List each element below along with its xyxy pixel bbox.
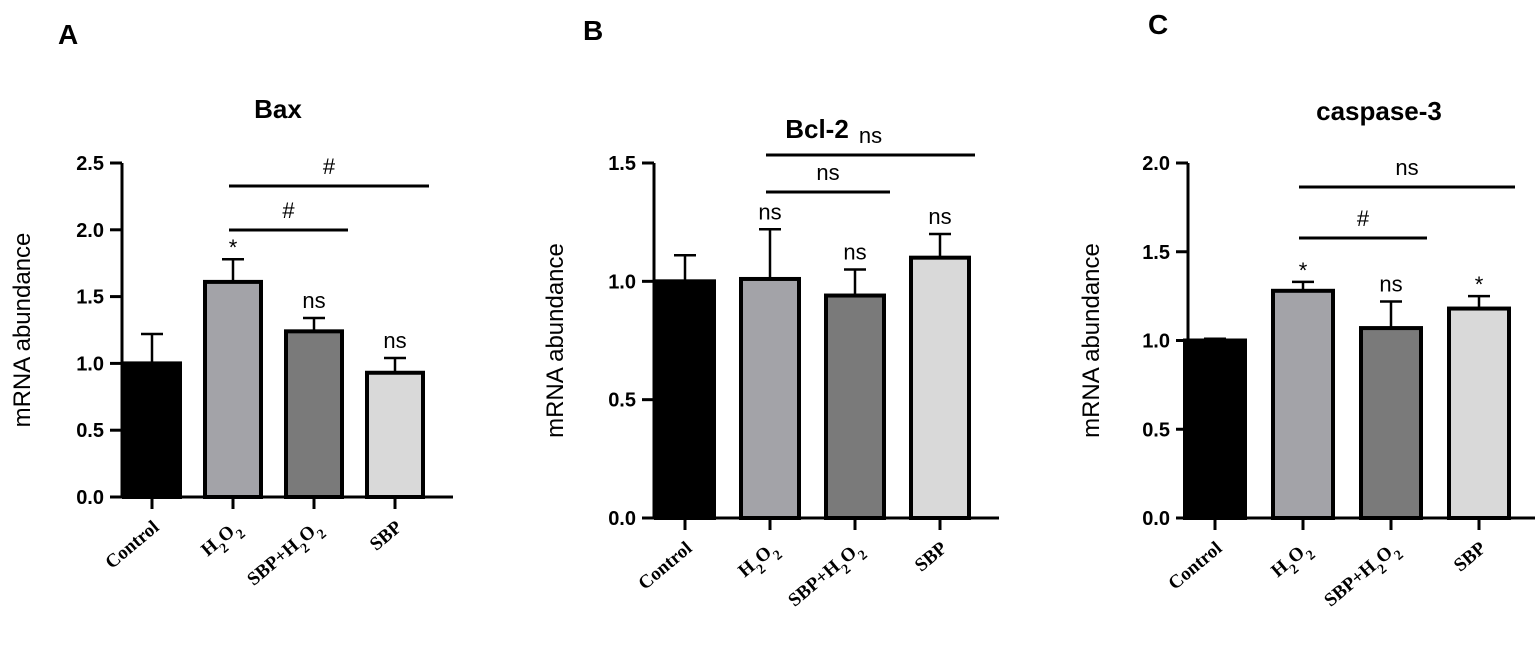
significance-label: ns xyxy=(1379,271,1402,296)
bar xyxy=(1183,338,1247,520)
bar xyxy=(122,361,182,499)
significance-label: ns xyxy=(843,240,866,265)
x-tick-label: Control xyxy=(101,517,163,574)
y-tick-label: 0.0 xyxy=(1142,508,1170,530)
panel-a: A Bax mRNA abundance 0.0 0.5 1.0 1.5 2.0 2.5 Cont… xyxy=(9,19,453,595)
panel-letter: A xyxy=(58,19,78,50)
y-axis-label: mRNA abundance xyxy=(9,233,36,428)
chart-title: Bcl-2 xyxy=(785,114,849,144)
y-tick-label: 1.5 xyxy=(76,287,104,309)
comparison-label: # xyxy=(323,154,336,179)
significance-label: * xyxy=(229,235,238,260)
x-tick-label: SBP+H2O2 xyxy=(1320,538,1406,616)
panel-b: B Bcl-2 mRNA abundance 0.0 0.5 1.0 1.5 Control H… xyxy=(542,15,999,616)
y-tick-label: 2.0 xyxy=(76,220,104,242)
bar xyxy=(284,329,344,499)
x-tick-label: SBP xyxy=(911,537,951,576)
x-tick-label: SBP+H2O2 xyxy=(243,517,329,595)
significance-label: ns xyxy=(302,288,325,313)
chart-title: caspase-3 xyxy=(1316,96,1442,126)
comparison-label: # xyxy=(282,198,295,223)
comparison-label: ns xyxy=(816,160,839,185)
x-tick-label: SBP+H2O2 xyxy=(784,538,870,616)
y-tick-label: 0.0 xyxy=(608,508,636,530)
y-tick-label: 0.5 xyxy=(608,390,636,412)
x-tick-label: Control xyxy=(1164,538,1226,595)
bar xyxy=(365,370,425,500)
y-tick-label: 0.0 xyxy=(76,487,104,509)
y-tick-label: 0.5 xyxy=(76,420,104,442)
y-tick-label: 1.5 xyxy=(1142,242,1170,264)
significance-label: * xyxy=(1299,258,1308,283)
x-tick-label: SBP xyxy=(366,516,406,555)
x-tick-label: H2O2 xyxy=(1267,538,1318,587)
y-tick-label: 1.0 xyxy=(76,353,104,375)
x-tick-label: H2O2 xyxy=(197,517,248,566)
bar xyxy=(1359,326,1423,521)
y-tick-label: 1.0 xyxy=(608,271,636,293)
x-tick-label: SBP xyxy=(1450,537,1490,576)
panel-letter: C xyxy=(1148,9,1168,40)
bar xyxy=(909,255,971,520)
y-axis-label: mRNA abundance xyxy=(542,243,569,438)
comparison-label: ns xyxy=(859,123,882,148)
bar xyxy=(824,293,886,520)
bar xyxy=(1447,306,1511,520)
x-tick-label: H2O2 xyxy=(734,538,785,587)
comparison-label: # xyxy=(1357,206,1370,231)
panel-letter: B xyxy=(583,15,603,46)
comparison-label: ns xyxy=(1395,155,1418,180)
y-tick-label: 0.5 xyxy=(1142,419,1170,441)
y-tick-label: 2.5 xyxy=(76,153,104,175)
x-tick-label: Control xyxy=(634,538,696,595)
y-axis-label: mRNA abundance xyxy=(1078,243,1105,438)
y-tick-label: 1.5 xyxy=(608,153,636,175)
y-tick-label: 1.0 xyxy=(1142,331,1170,353)
bar xyxy=(739,276,801,521)
y-tick-label: 2.0 xyxy=(1142,153,1170,175)
significance-label: * xyxy=(1475,272,1484,297)
bar xyxy=(1271,288,1335,520)
bar xyxy=(203,279,263,499)
significance-label: ns xyxy=(758,199,781,224)
chart-title: Bax xyxy=(254,94,302,124)
significance-label: ns xyxy=(383,328,406,353)
significance-label: ns xyxy=(928,204,951,229)
bar xyxy=(654,279,716,521)
